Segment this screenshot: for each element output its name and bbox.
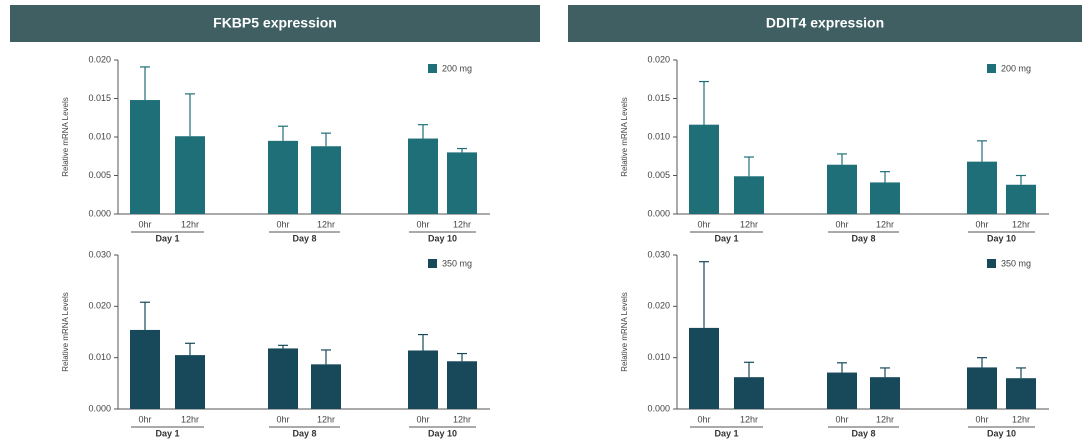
bar xyxy=(130,100,160,214)
y-axis-label: Relative mRNA Levels xyxy=(61,97,70,177)
group-label: Day 1 xyxy=(155,233,179,243)
bar xyxy=(408,138,438,214)
x-tick-label: 0hr xyxy=(276,219,289,229)
y-tick-label: 0.010 xyxy=(88,131,111,141)
x-tick-label: 12hr xyxy=(740,414,758,424)
group-label: Day 8 xyxy=(851,233,875,243)
bar xyxy=(175,355,205,409)
bar xyxy=(689,124,719,214)
legend-swatch xyxy=(428,259,437,268)
y-axis-label: Relative mRNA Levels xyxy=(620,97,629,177)
x-tick-label: 0hr xyxy=(416,219,429,229)
bar xyxy=(967,367,997,409)
legend-label: 200 mg xyxy=(1001,63,1031,73)
bar xyxy=(870,182,900,214)
y-tick-label: 0.010 xyxy=(647,352,670,362)
y-tick-label: 0.000 xyxy=(647,208,670,218)
bar xyxy=(311,364,341,409)
header-bar xyxy=(10,5,540,42)
bar xyxy=(175,136,205,214)
bar xyxy=(268,140,298,214)
x-tick-label: 0hr xyxy=(835,414,848,424)
bar xyxy=(870,377,900,409)
x-tick-label: 12hr xyxy=(740,219,758,229)
x-tick-label: 12hr xyxy=(453,414,471,424)
y-axis-label: Relative mRNA Levels xyxy=(620,292,629,372)
legend-swatch xyxy=(987,259,996,268)
x-tick-label: 0hr xyxy=(276,414,289,424)
x-tick-label: 0hr xyxy=(416,414,429,424)
y-tick-label: 0.020 xyxy=(88,301,111,311)
x-tick-label: 0hr xyxy=(975,219,988,229)
bar xyxy=(967,161,997,214)
x-tick-label: 12hr xyxy=(181,414,199,424)
bar xyxy=(311,146,341,214)
bar xyxy=(447,361,477,409)
y-tick-label: 0.010 xyxy=(88,352,111,362)
y-tick-label: 0.000 xyxy=(88,403,111,413)
group-label: Day 10 xyxy=(987,233,1016,243)
x-tick-label: 12hr xyxy=(876,219,894,229)
legend-swatch xyxy=(428,64,437,73)
group-label: Day 10 xyxy=(428,428,457,438)
x-tick-label: 0hr xyxy=(697,219,710,229)
bar xyxy=(734,176,764,214)
group-label: Day 8 xyxy=(292,428,316,438)
group-label: Day 10 xyxy=(428,233,457,243)
x-tick-label: 0hr xyxy=(138,219,151,229)
y-tick-label: 0.015 xyxy=(647,93,670,103)
bar xyxy=(268,348,298,409)
x-tick-label: 0hr xyxy=(975,414,988,424)
bar xyxy=(1006,378,1036,409)
bar xyxy=(827,372,857,409)
y-tick-label: 0.000 xyxy=(88,208,111,218)
header-title: FKBP5 expression xyxy=(213,15,337,31)
x-tick-label: 0hr xyxy=(138,414,151,424)
group-label: Day 1 xyxy=(155,428,179,438)
y-axis-label: Relative mRNA Levels xyxy=(61,292,70,372)
bar xyxy=(827,164,857,214)
bar xyxy=(689,327,719,409)
y-tick-label: 0.020 xyxy=(88,54,111,64)
bar xyxy=(1006,184,1036,214)
header-bar xyxy=(568,5,1082,42)
legend-label: 350 mg xyxy=(1001,258,1031,268)
bar xyxy=(734,377,764,409)
x-tick-label: 12hr xyxy=(181,219,199,229)
bar xyxy=(447,152,477,214)
legend-swatch xyxy=(987,64,996,73)
group-label: Day 1 xyxy=(714,428,738,438)
y-tick-label: 0.000 xyxy=(647,403,670,413)
x-tick-label: 0hr xyxy=(697,414,710,424)
group-label: Day 8 xyxy=(292,233,316,243)
y-tick-label: 0.015 xyxy=(88,93,111,103)
x-tick-label: 12hr xyxy=(317,414,335,424)
header-title: DDIT4 expression xyxy=(766,15,884,31)
y-tick-label: 0.005 xyxy=(647,170,670,180)
y-tick-label: 0.030 xyxy=(647,249,670,259)
y-tick-label: 0.010 xyxy=(647,131,670,141)
legend-label: 200 mg xyxy=(442,63,472,73)
x-tick-label: 12hr xyxy=(1012,219,1030,229)
bar xyxy=(408,350,438,409)
x-tick-label: 12hr xyxy=(876,414,894,424)
x-tick-label: 12hr xyxy=(317,219,335,229)
y-tick-label: 0.030 xyxy=(88,249,111,259)
group-label: Day 10 xyxy=(987,428,1016,438)
group-label: Day 8 xyxy=(851,428,875,438)
x-tick-label: 12hr xyxy=(453,219,471,229)
y-tick-label: 0.005 xyxy=(88,170,111,180)
bar xyxy=(130,329,160,409)
y-tick-label: 0.020 xyxy=(647,301,670,311)
x-tick-label: 12hr xyxy=(1012,414,1030,424)
x-tick-label: 0hr xyxy=(835,219,848,229)
y-tick-label: 0.020 xyxy=(647,54,670,64)
legend-label: 350 mg xyxy=(442,258,472,268)
group-label: Day 1 xyxy=(714,233,738,243)
